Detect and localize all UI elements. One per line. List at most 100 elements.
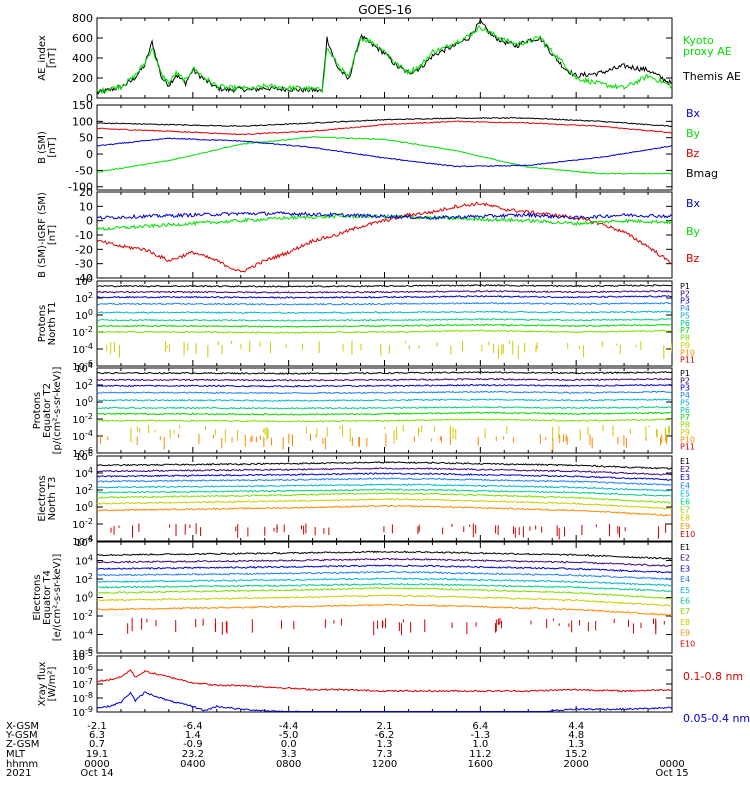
panel-2: B (SM) [nT] 150 100 50 0 -50 -100 Bx By Bz Bmag: [37, 99, 718, 194]
y-tick-label: -30: [75, 258, 93, 271]
legend-label: E9: [680, 629, 690, 638]
y-tick-label: 50: [79, 132, 93, 145]
legend-label: E8: [680, 514, 690, 523]
ephemeris-row-label: hhmm: [6, 759, 38, 770]
y-tick-label: 100: [72, 115, 93, 128]
y-tick-label: 10-7: [72, 677, 93, 691]
y-tick-label: -10: [75, 229, 93, 242]
y-tick-label: 10-2: [72, 609, 93, 623]
y-tick-label: 200: [72, 72, 93, 85]
y-axis-label: B (SM): [37, 131, 48, 164]
legend-label: P8: [680, 334, 690, 343]
channel-e8: [96, 594, 673, 607]
channel-p6: [96, 405, 673, 410]
ephemeris-value: 0000: [659, 759, 684, 770]
y-axis-label: Protons: [37, 305, 48, 342]
legend-label: E10: [680, 530, 695, 539]
legend-label: E4: [680, 575, 690, 584]
legend-label: P4: [680, 304, 690, 313]
y-axis-label: AE_index: [37, 35, 48, 81]
y-tick-label: -20: [75, 243, 93, 256]
channel-e6: [96, 488, 673, 497]
ephemeris-value: -5.0: [279, 730, 299, 741]
legend-label: E6: [680, 498, 690, 507]
legend-label: P9: [680, 341, 690, 350]
y-axis-label: North T1: [47, 302, 58, 346]
series-line-by: [96, 136, 672, 175]
y-tick-label: 0: [86, 92, 93, 105]
legend-label: proxy AE: [683, 45, 732, 58]
legend-label: Bx: [686, 107, 701, 120]
channel-e3: [96, 564, 673, 574]
y-tick-label: 150: [72, 99, 93, 112]
legend-label: P7: [680, 413, 690, 422]
y-axis-label: [nT]: [47, 225, 58, 245]
y-axis-label: North T3: [47, 477, 58, 521]
ephemeris-value: -0.9: [183, 739, 203, 750]
channel-e7: [96, 491, 673, 504]
legend-label: E1: [680, 457, 690, 466]
channel-e8: [96, 497, 673, 510]
y-tick-label: 400: [72, 52, 93, 65]
y-tick-label: 100: [75, 500, 93, 514]
channel-p6: [96, 317, 673, 322]
y-tick-label: 100: [75, 395, 93, 409]
y-tick-label: 106: [75, 449, 93, 463]
channel-p5: [96, 398, 673, 402]
legend-label: P6: [680, 406, 690, 415]
channel-p7: [96, 323, 673, 328]
series-line-bmag: [96, 117, 673, 128]
channel-e5: [96, 483, 673, 492]
y-tick-label: 800: [72, 12, 93, 25]
legend-label: E7: [680, 607, 690, 616]
y-axis-label: [nT]: [47, 48, 58, 68]
channel-p7: [96, 411, 673, 416]
channel-p2: [96, 289, 672, 294]
legend-label: 0.05-0.4 nm: [683, 712, 750, 725]
legend-label: P4: [680, 391, 690, 400]
ephemeris-value: 0.7: [89, 739, 105, 750]
y-tick-label: 104: [75, 466, 93, 480]
legend-label: P6: [680, 319, 690, 328]
ephemeris-value: -6.2: [375, 730, 395, 741]
ephemeris-value: 6.3: [89, 730, 105, 741]
series-line-xray: [96, 669, 673, 693]
ephemeris-row-label: X-GSM: [6, 721, 39, 732]
ephemeris-value: 1.0: [472, 739, 488, 750]
y-tick-label: -50: [75, 164, 93, 177]
ephemeris-value: 7.3: [377, 749, 393, 760]
ephemeris-value: 4.8: [568, 730, 584, 741]
ephemeris-value: Oct 14: [80, 768, 113, 779]
panel-7: Electrons Equator T4 [e/(cm²-s-sr-keV)] 106…: [32, 535, 695, 660]
legend-label: Bmag: [686, 167, 718, 180]
ephemeris-value: 15.2: [565, 749, 587, 760]
ephemeris-value: 0800: [276, 759, 301, 770]
ephemeris-value: 0.0: [281, 739, 297, 750]
legend-label: P11: [680, 443, 695, 452]
ephemeris-value: 1600: [468, 759, 493, 770]
y-tick-label: 104: [75, 361, 93, 375]
legend-label: By: [686, 127, 701, 140]
channel-p4: [96, 390, 673, 395]
legend-label: E9: [680, 522, 690, 531]
ephemeris-value: 1.3: [377, 739, 393, 750]
ephemeris-value: 0400: [180, 759, 205, 770]
channel-e3: [96, 472, 673, 481]
ephemeris-value: 6.4: [472, 721, 488, 732]
y-tick-label: 104: [75, 274, 93, 288]
y-tick-label: 10-5: [72, 649, 93, 663]
series-line-by: [96, 213, 673, 231]
channel-p2: [96, 377, 673, 382]
y-tick-label: 102: [75, 483, 93, 497]
panel-frame: [96, 191, 673, 279]
legend-label: E2: [680, 465, 690, 474]
legend-label: E5: [680, 489, 690, 498]
y-tick-label: 10-2: [72, 517, 93, 531]
panel-frame: [96, 104, 673, 191]
y-axis-label: Xray flux: [37, 662, 48, 707]
series-line-bz: [96, 120, 673, 136]
y-tick-label: -100: [68, 181, 93, 194]
